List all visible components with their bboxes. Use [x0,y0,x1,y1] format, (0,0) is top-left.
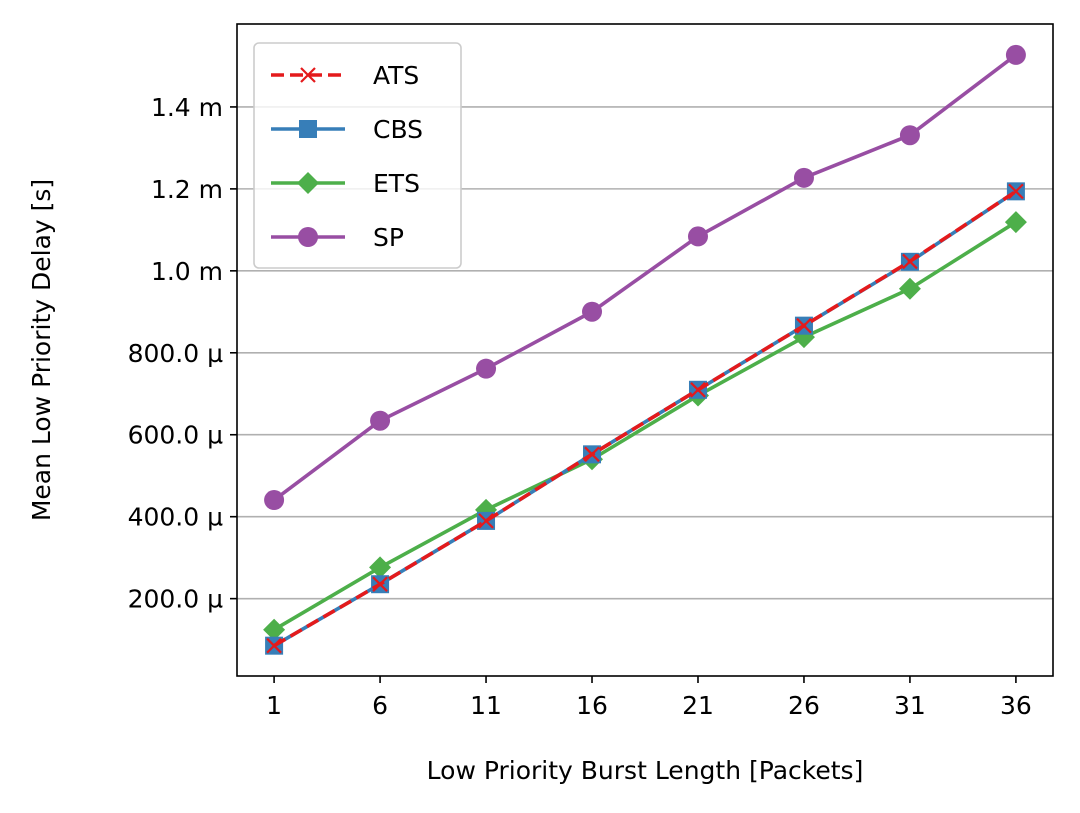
legend-label-ets: ETS [373,169,420,198]
x-tick-label: 31 [894,691,926,720]
y-axis-ticks: 200.0 µ 400.0 µ 600.0 µ 800.0 µ 1.0 m 1.2 m 1.… [128,93,237,614]
legend-marker-ats [300,67,316,83]
data-point-ats [478,513,494,529]
y-axis-label: Mean Low Priority Delay [s] [27,179,56,521]
series-line-ets [273,220,1017,632]
y-tick-label: 600.0 µ [128,421,224,450]
data-point-sp [899,125,920,146]
legend: ATS CBS ETS SP [253,42,462,269]
y-gridlines [237,106,1053,600]
data-point-ets [263,618,286,641]
data-point-ats [266,637,282,654]
data-point-ats [690,382,706,398]
series-ats [266,183,1024,654]
data-point-sp [264,490,285,511]
y-tick-label: 1.0 m [151,257,223,286]
series-line-sp [273,53,1017,502]
x-axis-ticks: 1 6 11 16 21 26 31 36 [266,676,1032,720]
legend-label-cbs: CBS [373,115,423,144]
data-point-ats [1008,183,1024,200]
y-tick-label: 1.2 m [151,175,223,204]
series-group [263,44,1027,655]
data-point-ats [796,317,812,334]
legend-label-sp: SP [373,223,404,252]
x-tick-label: 21 [682,691,714,720]
legend-marker-ets [297,172,319,194]
x-tick-label: 36 [1000,691,1032,720]
legend-label-ats: ATS [373,61,419,90]
y-tick-label: 200.0 µ [128,585,224,614]
legend-marker-sp [298,227,318,247]
data-point-sp [793,167,814,188]
data-point-ats [902,253,918,270]
y-tick-label: 1.4 m [151,93,223,122]
legend-marker-cbs [299,120,317,138]
data-point-ets [369,556,392,579]
y-tick-label: 400.0 µ [128,503,224,532]
x-tick-label: 1 [266,691,282,720]
data-point-sp [370,410,391,431]
series-sp [264,44,1026,511]
x-tick-label: 26 [788,691,820,720]
data-point-ets [898,277,921,300]
data-point-sp [687,226,708,247]
data-point-ats [372,576,388,592]
x-tick-label: 11 [470,691,502,720]
data-point-ats [584,446,600,463]
data-point-sp [582,301,603,322]
y-tick-label: 800.0 µ [128,339,224,368]
series-line-ats [273,189,1017,648]
plot-frame [236,23,1054,677]
data-point-sp [1005,44,1026,65]
legend-frame [253,42,462,269]
x-tick-label: 16 [576,691,608,720]
x-tick-label: 6 [372,691,388,720]
x-axis-label: Low Priority Burst Length [Packets] [427,756,864,785]
data-point-ets [1004,211,1027,234]
data-point-sp [476,358,497,379]
